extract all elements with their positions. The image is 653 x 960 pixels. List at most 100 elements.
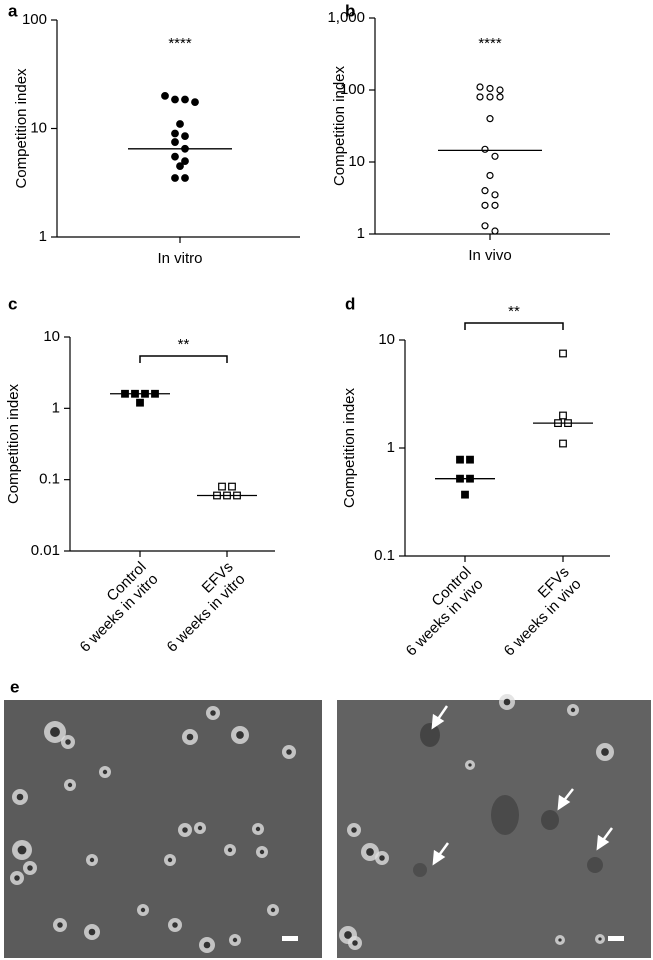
cell bbox=[197, 825, 203, 831]
cell bbox=[50, 727, 60, 737]
cell bbox=[210, 710, 216, 716]
data-point bbox=[481, 222, 489, 230]
cell bbox=[17, 845, 27, 855]
data-point bbox=[218, 482, 226, 491]
data-point bbox=[456, 455, 464, 464]
cell bbox=[352, 940, 358, 946]
panel-label: c bbox=[8, 294, 17, 313]
data-point bbox=[171, 95, 179, 104]
y-tick-label: 0.1 bbox=[39, 471, 60, 488]
micrograph-right bbox=[337, 700, 651, 958]
vesicle bbox=[420, 723, 440, 747]
cell bbox=[601, 748, 609, 756]
y-tick-label: 100 bbox=[340, 81, 365, 98]
scale-bar bbox=[282, 936, 298, 941]
y-tick-label: 1 bbox=[39, 228, 47, 245]
cell bbox=[167, 857, 173, 863]
data-point bbox=[228, 482, 236, 491]
data-point bbox=[481, 187, 489, 195]
y-axis-label: Competition index bbox=[5, 383, 22, 504]
scale-bar bbox=[608, 936, 624, 941]
data-point bbox=[486, 84, 494, 93]
data-point bbox=[559, 349, 567, 358]
y-tick-label: 1 bbox=[387, 439, 395, 456]
significance: **** bbox=[478, 35, 502, 52]
x-tick-label: In vitro bbox=[157, 250, 202, 267]
vesicle bbox=[541, 810, 559, 830]
cell bbox=[379, 855, 385, 861]
y-tick-label: 10 bbox=[348, 153, 365, 170]
cell bbox=[344, 931, 352, 939]
vesicle bbox=[491, 795, 519, 835]
significance-bracket bbox=[139, 355, 228, 363]
data-point bbox=[481, 201, 489, 209]
data-point bbox=[486, 93, 494, 101]
y-tick-label: 0.1 bbox=[374, 547, 395, 564]
cell bbox=[255, 826, 261, 832]
y-tick-label: 100 bbox=[22, 11, 47, 28]
cell bbox=[57, 922, 63, 928]
panel-label: e bbox=[10, 677, 19, 696]
data-point bbox=[181, 95, 189, 104]
micrograph-left bbox=[4, 700, 322, 958]
y-tick-label: 1 bbox=[357, 225, 365, 242]
cell bbox=[259, 849, 265, 855]
cell bbox=[140, 907, 146, 913]
data-point bbox=[491, 227, 499, 235]
data-point bbox=[161, 91, 169, 100]
y-tick-label: 10 bbox=[43, 328, 60, 345]
data-point bbox=[181, 157, 189, 166]
data-point bbox=[461, 490, 469, 499]
cell bbox=[570, 707, 576, 713]
significance: ** bbox=[178, 336, 190, 353]
data-point bbox=[559, 439, 567, 448]
cell bbox=[102, 769, 108, 775]
y-axis-label: Competition index bbox=[13, 68, 30, 189]
y-tick-label: 1,000 bbox=[327, 9, 365, 26]
cell bbox=[503, 698, 511, 706]
panel-label: b bbox=[345, 1, 355, 20]
data-point bbox=[491, 191, 499, 199]
significance: ** bbox=[508, 303, 520, 320]
data-point bbox=[496, 86, 504, 94]
cell bbox=[14, 875, 20, 881]
data-point bbox=[176, 120, 184, 128]
micrograph bbox=[4, 700, 322, 958]
cell bbox=[366, 848, 374, 856]
cell bbox=[182, 827, 188, 833]
cell bbox=[468, 763, 472, 767]
micrograph bbox=[337, 700, 651, 958]
cell bbox=[172, 922, 178, 928]
cell bbox=[227, 847, 233, 853]
data-point bbox=[559, 411, 567, 420]
data-point bbox=[476, 83, 484, 91]
data-point bbox=[476, 93, 484, 101]
vesicle bbox=[413, 863, 427, 877]
cell bbox=[232, 937, 238, 943]
cell bbox=[351, 827, 357, 833]
y-axis-label: Competition index bbox=[341, 387, 358, 508]
data-point bbox=[496, 93, 504, 101]
x-tick-label: In vivo bbox=[468, 247, 511, 264]
cell bbox=[65, 739, 71, 745]
data-point bbox=[491, 152, 499, 160]
y-tick-label: 0.01 bbox=[31, 542, 60, 559]
cell bbox=[598, 937, 602, 941]
data-point bbox=[486, 115, 494, 123]
data-point bbox=[171, 174, 179, 182]
panel-label: d bbox=[345, 294, 355, 313]
cell bbox=[286, 749, 292, 755]
y-tick-label: 10 bbox=[30, 119, 47, 136]
cell bbox=[16, 793, 24, 801]
cell bbox=[67, 782, 73, 788]
significance-bracket bbox=[464, 322, 564, 330]
cell bbox=[186, 733, 194, 741]
data-point bbox=[481, 145, 489, 153]
data-point bbox=[191, 98, 199, 107]
cell bbox=[203, 941, 211, 949]
data-point bbox=[176, 162, 184, 171]
data-point bbox=[181, 174, 189, 182]
y-tick-label: 10 bbox=[378, 331, 395, 348]
y-tick-label: 1 bbox=[52, 399, 60, 416]
panel-label: a bbox=[8, 1, 18, 20]
